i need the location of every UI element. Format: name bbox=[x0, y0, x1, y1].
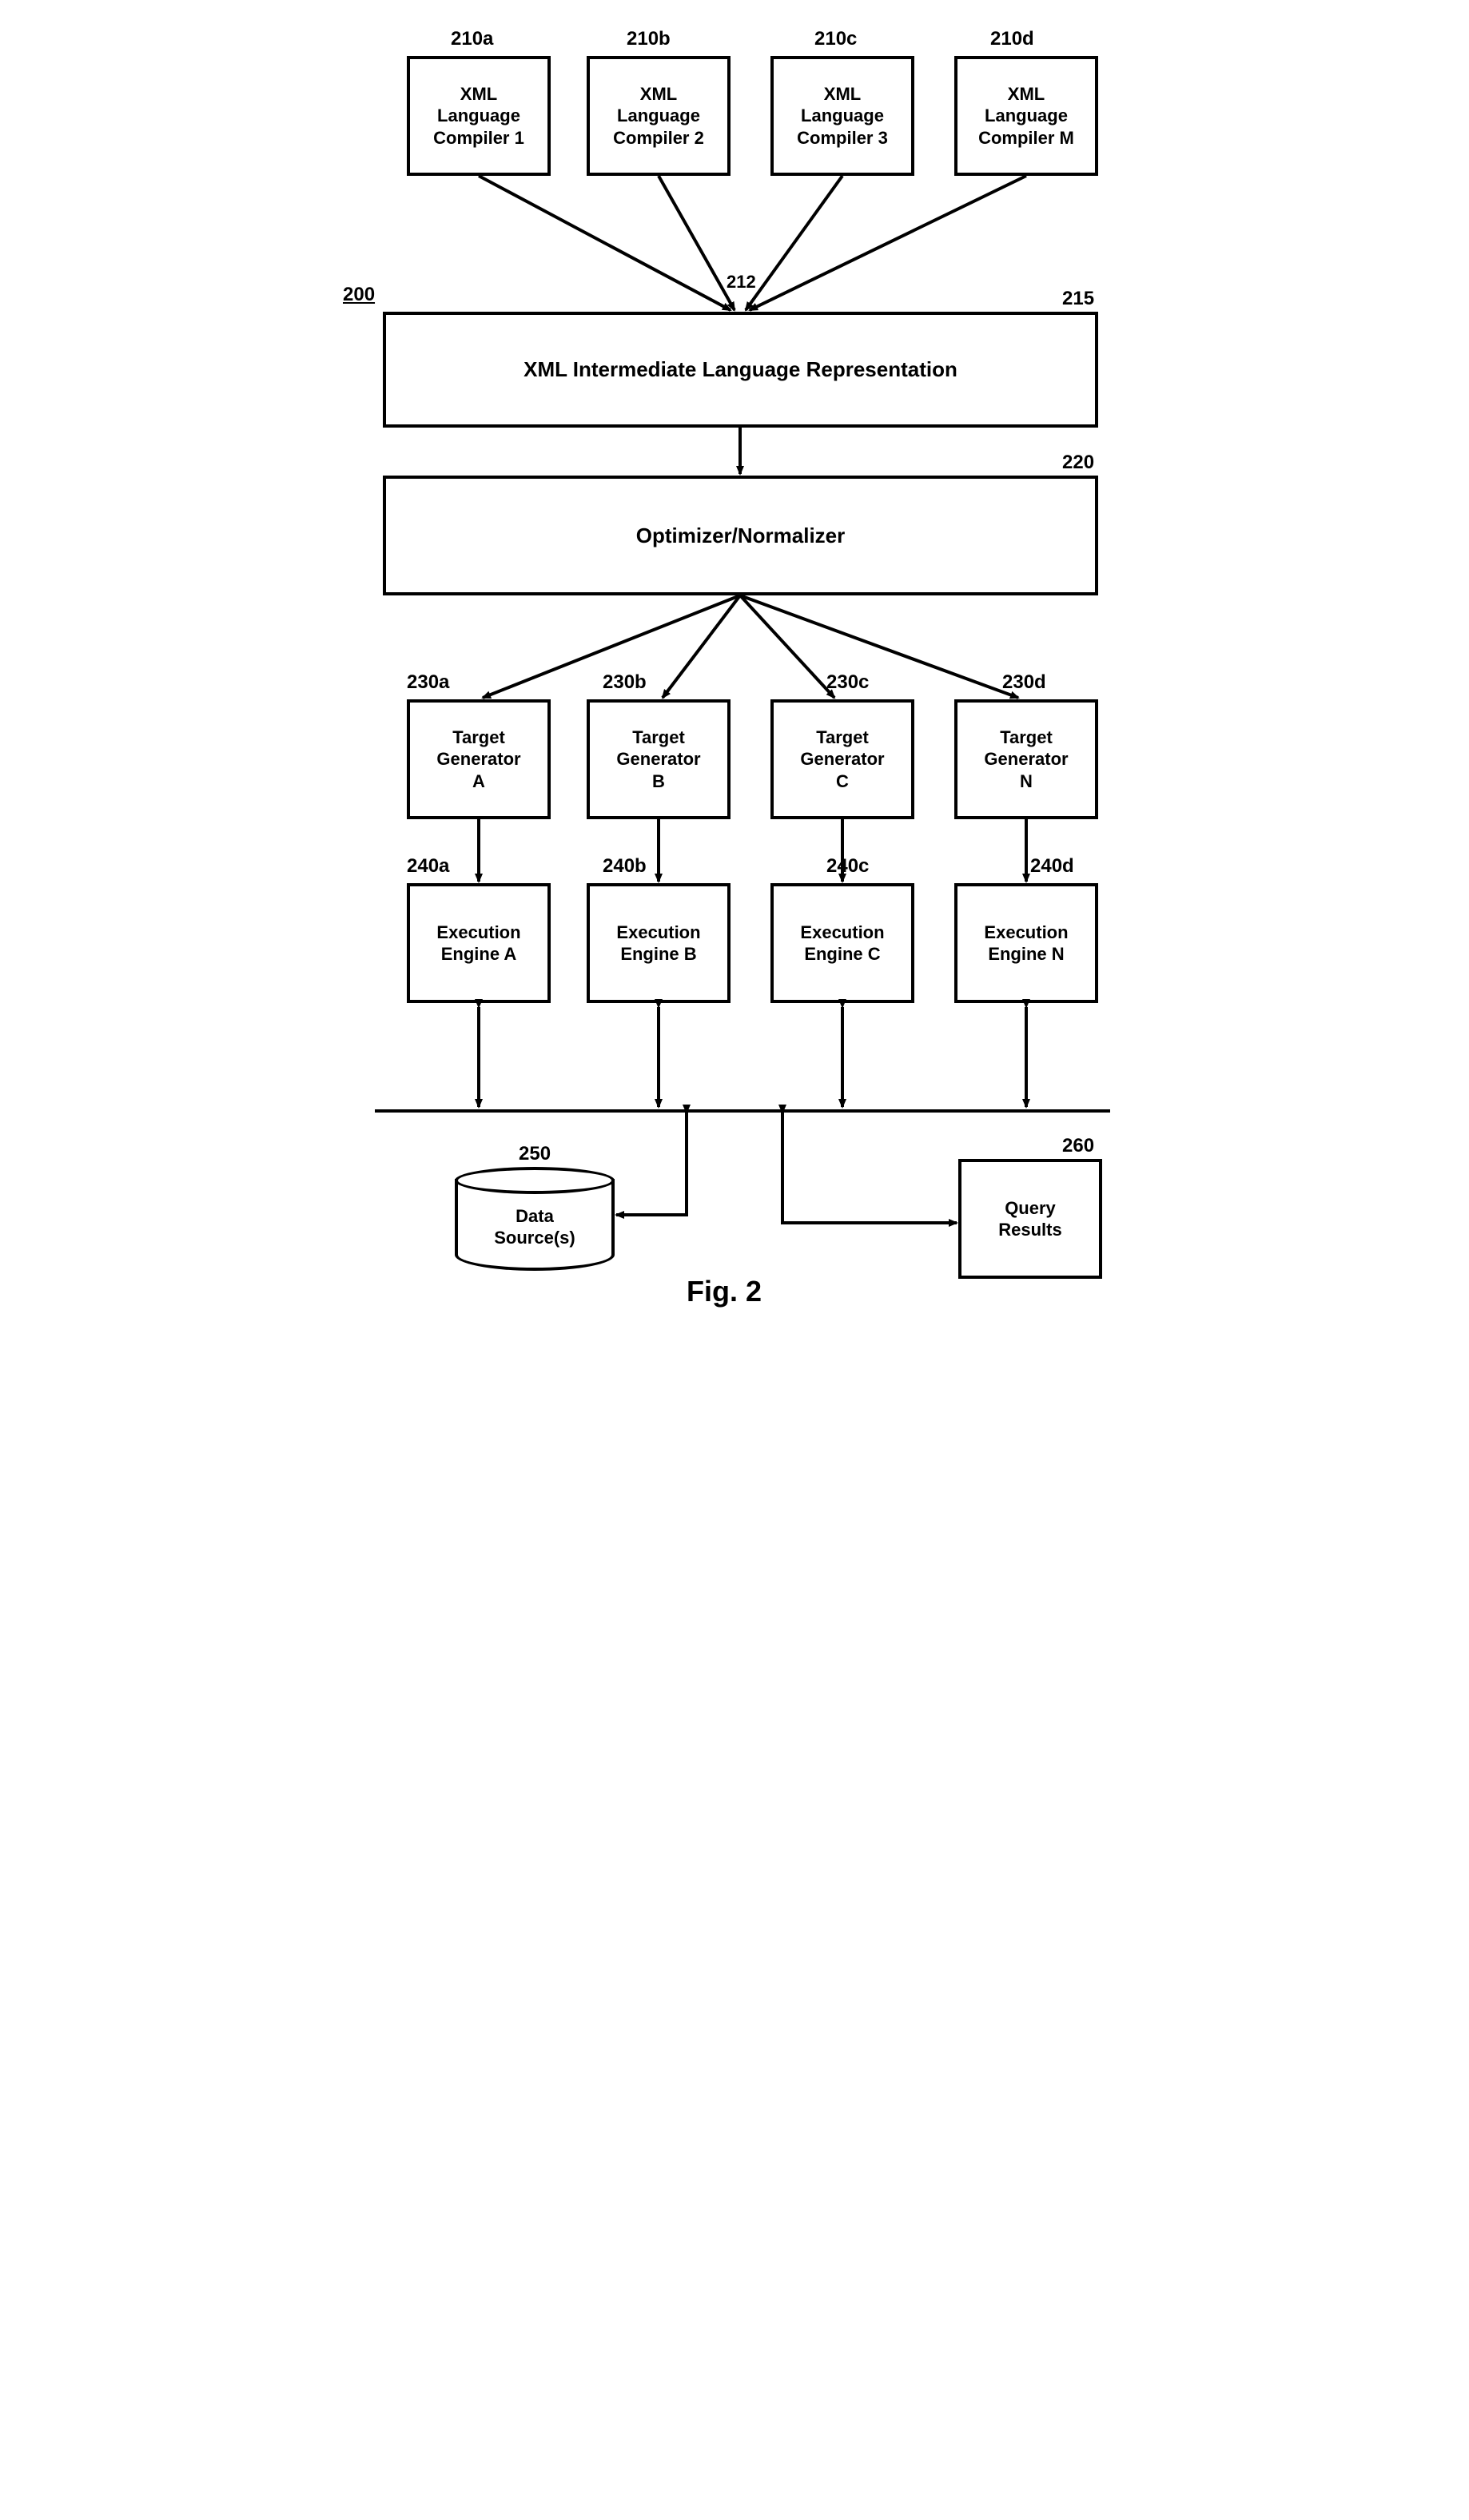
cylinder-top bbox=[455, 1167, 615, 1194]
figure-caption: Fig. 2 bbox=[687, 1275, 762, 1308]
label-240a: 240a bbox=[407, 855, 449, 878]
engine-c-box: Execution Engine C bbox=[770, 883, 914, 1003]
compiler-2-box: XML Language Compiler 2 bbox=[587, 56, 731, 176]
label-250: 250 bbox=[519, 1143, 551, 1165]
compiler-m-box: XML Language Compiler M bbox=[954, 56, 1098, 176]
label-210b: 210b bbox=[627, 28, 671, 50]
label-220: 220 bbox=[1062, 452, 1094, 474]
ilr-box: XML Intermediate Language Representation bbox=[383, 312, 1098, 428]
generator-a-box: Target Generator A bbox=[407, 699, 551, 819]
label-240b: 240b bbox=[603, 855, 647, 878]
label-240d: 240d bbox=[1030, 855, 1074, 878]
generator-n-box: Target Generator N bbox=[954, 699, 1098, 819]
label-240c: 240c bbox=[826, 855, 869, 878]
label-210c: 210c bbox=[814, 28, 857, 50]
engine-n-box: Execution Engine N bbox=[954, 883, 1098, 1003]
label-210d: 210d bbox=[990, 28, 1034, 50]
label-230c: 230c bbox=[826, 671, 869, 694]
label-215: 215 bbox=[1062, 288, 1094, 310]
label-230d: 230d bbox=[1002, 671, 1046, 694]
compiler-3-box: XML Language Compiler 3 bbox=[770, 56, 914, 176]
diagram-canvas: 200 210a 210b 210c 210d XML Language Com… bbox=[335, 16, 1134, 1343]
label-260: 260 bbox=[1062, 1135, 1094, 1157]
label-230a: 230a bbox=[407, 671, 449, 694]
compiler-1-box: XML Language Compiler 1 bbox=[407, 56, 551, 176]
label-210a: 210a bbox=[451, 28, 493, 50]
query-results-box: Query Results bbox=[958, 1159, 1102, 1279]
datasource-cylinder: Data Source(s) bbox=[455, 1167, 615, 1271]
engine-b-box: Execution Engine B bbox=[587, 883, 731, 1003]
figure-ref: 200 bbox=[343, 284, 375, 306]
label-230b: 230b bbox=[603, 671, 647, 694]
generator-c-box: Target Generator C bbox=[770, 699, 914, 819]
optimizer-box: Optimizer/Normalizer bbox=[383, 476, 1098, 595]
generator-b-box: Target Generator B bbox=[587, 699, 731, 819]
label-212: 212 bbox=[727, 272, 756, 293]
engine-a-box: Execution Engine A bbox=[407, 883, 551, 1003]
